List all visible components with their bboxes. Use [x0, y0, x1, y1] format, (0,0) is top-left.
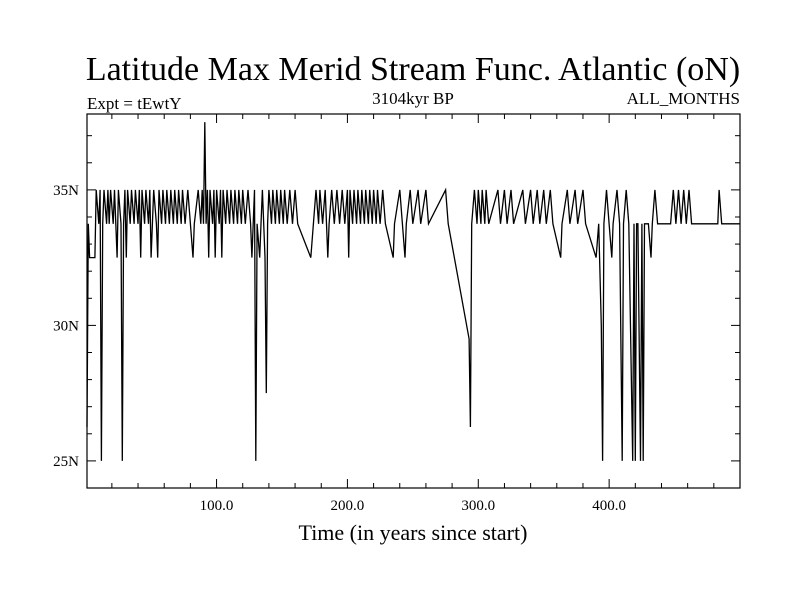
x-axis-ticks: 100.0 200.0 300.0 400.0: [111, 114, 715, 514]
y-tick-label: 35N: [53, 183, 79, 199]
x-tick-label: 300.0: [461, 498, 495, 514]
y-axis-ticks: 25N 30N 35N: [53, 135, 740, 470]
x-tick-label: 100.0: [200, 498, 234, 514]
y-tick-label: 30N: [53, 318, 79, 334]
series-line-0: [86, 122, 740, 461]
period-label: 3104kyr BP: [372, 89, 454, 108]
y-tick-label: 25N: [53, 454, 79, 470]
x-tick-label: 400.0: [592, 498, 626, 514]
x-axis-label: Time (in years since start): [299, 520, 528, 545]
x-tick-label: 200.0: [331, 498, 365, 514]
plot-area: [86, 122, 740, 461]
chart-title: Latitude Max Merid Stream Func. Atlantic…: [86, 51, 740, 88]
plot-frame: [86, 113, 741, 489]
experiment-label: Expt = tEwtY: [87, 94, 182, 113]
months-label: ALL_MONTHS: [627, 89, 740, 108]
